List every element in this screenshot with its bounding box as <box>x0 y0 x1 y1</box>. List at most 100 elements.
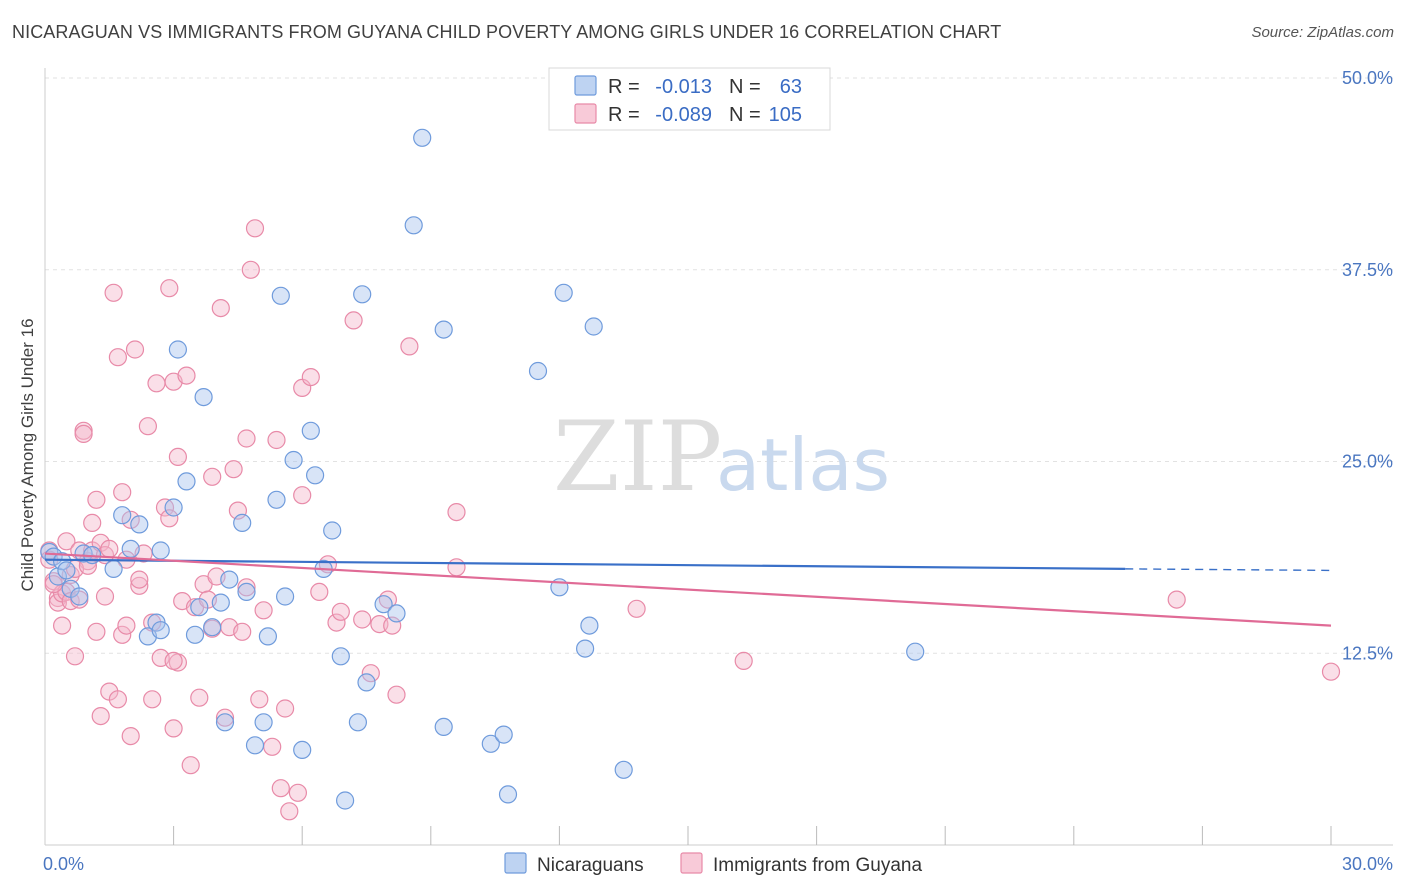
point-nicaraguans-52 <box>481 734 500 753</box>
legend-r-label-0: R = <box>608 76 640 98</box>
point-guyana-26 <box>104 283 123 302</box>
legend-r-value-1: -0.089 <box>655 104 712 126</box>
point-nicaraguans-37 <box>301 421 320 440</box>
point-guyana-38 <box>143 690 162 709</box>
point-guyana-31 <box>117 616 136 635</box>
point-nicaraguans-61 <box>614 760 633 779</box>
data-points <box>40 128 1341 821</box>
point-nicaraguans-38 <box>306 466 325 485</box>
correlation-legend: R = -0.013 N = 63 R = -0.089 N = 105 <box>548 67 831 131</box>
point-guyana-88 <box>447 502 466 522</box>
point-nicaraguans-35 <box>284 450 303 470</box>
point-nicaraguans-57 <box>554 283 573 302</box>
y-axis-title: Child Poverty Among Girls Under 16 <box>18 318 37 591</box>
legend-n-value-1: 105 <box>769 104 802 126</box>
point-guyana-60 <box>224 460 243 479</box>
point-nicaraguans-62 <box>906 642 925 661</box>
point-guyana-100 <box>627 599 646 618</box>
point-guyana-24 <box>100 539 119 559</box>
x-tick-labels: 0.0% 30.0% <box>43 854 1393 874</box>
x-tick-label-0: 0.0% <box>43 854 84 874</box>
point-nicaraguans-50 <box>434 320 453 339</box>
point-guyana-95 <box>130 570 149 589</box>
y-tick-label-0: 12.5% <box>1342 643 1393 663</box>
point-guyana-18 <box>83 513 102 533</box>
point-guyana-81 <box>353 610 372 629</box>
point-guyana-29 <box>113 483 132 502</box>
point-guyana-66 <box>250 690 269 709</box>
point-nicaraguans-55 <box>528 361 548 381</box>
point-guyana-32 <box>121 726 140 746</box>
point-guyana-35 <box>130 576 149 595</box>
point-guyana-47 <box>168 447 187 466</box>
trend-lines <box>44 552 1332 627</box>
point-guyana-49 <box>177 366 196 385</box>
legend-n-label-0: N = <box>729 76 761 98</box>
point-guyana-27 <box>108 348 128 367</box>
point-nicaraguans-60 <box>584 317 603 336</box>
point-nicaraguans-39 <box>323 521 342 540</box>
point-guyana-30 <box>113 625 132 644</box>
point-guyana-52 <box>190 688 209 707</box>
series-legend: Nicaraguans Immigrants from Guyana <box>504 852 922 876</box>
y-tick-label-2: 37.5% <box>1342 260 1393 280</box>
point-nicaraguans-30 <box>254 713 273 732</box>
chart-title: NICARAGUAN VS IMMIGRANTS FROM GUYANA CHI… <box>12 22 1002 42</box>
series-legend-label-guyana: Immigrants from Guyana <box>713 855 922 876</box>
point-nicaraguans-43 <box>348 713 367 732</box>
point-nicaraguans-28 <box>237 582 256 602</box>
watermark: ZIP atlas <box>553 401 890 513</box>
point-guyana-15 <box>74 424 93 443</box>
point-nicaraguans-44 <box>353 285 372 304</box>
watermark-atlas: atlas <box>716 423 890 507</box>
point-nicaraguans-59 <box>580 616 599 635</box>
point-nicaraguans-51 <box>434 717 453 737</box>
point-guyana-20 <box>87 622 106 641</box>
point-nicaraguans-47 <box>387 604 406 623</box>
y-tick-labels: 12.5% 25.0% 37.5% 50.0% <box>1342 68 1393 663</box>
point-nicaraguans-18 <box>168 340 187 359</box>
point-nicaraguans-3 <box>52 552 72 571</box>
point-guyana-63 <box>237 429 256 448</box>
watermark-zip: ZIP <box>553 401 722 513</box>
point-guyana-50 <box>181 756 200 775</box>
point-guyana-80 <box>344 311 363 330</box>
legend-n-value-0: 63 <box>780 76 802 98</box>
legend-r-value-0: -0.013 <box>655 76 712 98</box>
point-guyana-39 <box>147 374 166 393</box>
point-nicaraguans-54 <box>498 785 518 804</box>
point-nicaraguans-34 <box>276 587 295 606</box>
trend-line-nicaraguans <box>44 558 1126 570</box>
point-nicaraguans-12 <box>130 515 149 534</box>
point-guyana-58 <box>215 708 235 727</box>
trend-line-nicaraguans-extension <box>1125 568 1332 572</box>
y-tick-label-1: 25.0% <box>1342 452 1393 472</box>
point-guyana-71 <box>276 699 295 718</box>
point-guyana-65 <box>245 219 265 238</box>
point-guyana-7 <box>57 532 76 551</box>
point-nicaraguans-15 <box>151 621 170 640</box>
point-nicaraguans-25 <box>215 713 235 732</box>
point-guyana-75 <box>293 486 312 505</box>
point-nicaraguans-24 <box>211 593 230 612</box>
point-nicaraguans-42 <box>336 791 355 810</box>
point-nicaraguans-23 <box>203 618 222 637</box>
series-legend-label-nicaraguans: Nicaraguans <box>537 855 644 876</box>
point-guyana-72 <box>280 802 299 821</box>
point-guyana-87 <box>400 337 419 356</box>
point-guyana-101 <box>734 651 753 671</box>
point-nicaraguans-31 <box>258 627 277 646</box>
point-guyana-28 <box>108 690 128 709</box>
point-nicaraguans-26 <box>220 570 239 589</box>
trend-line-guyana <box>44 552 1332 627</box>
point-guyana-99 <box>233 622 252 641</box>
point-guyana-102 <box>1167 590 1186 609</box>
point-nicaraguans-11 <box>121 539 140 559</box>
point-guyana-69 <box>267 430 286 450</box>
point-guyana-11 <box>65 647 85 666</box>
point-nicaraguans-20 <box>185 625 205 644</box>
y-tick-label-3: 50.0% <box>1342 68 1393 88</box>
point-guyana-77 <box>310 582 329 602</box>
point-guyana-97 <box>164 651 183 671</box>
